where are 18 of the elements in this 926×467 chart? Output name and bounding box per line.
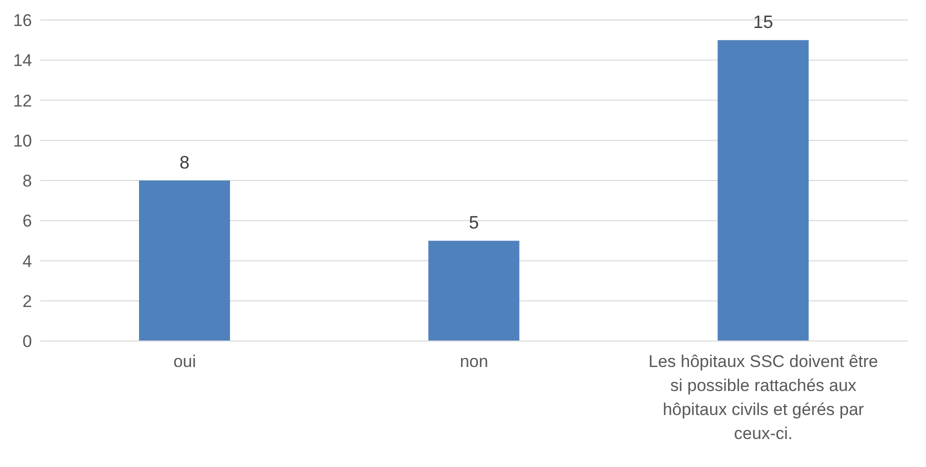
y-tick-label: 4: [22, 252, 32, 271]
bar: [428, 240, 520, 341]
x-tick-label: non: [460, 352, 488, 371]
y-tick-label: 2: [22, 292, 32, 311]
bar: [139, 180, 230, 341]
y-tick-label: 0: [22, 332, 32, 352]
x-tick-label: Les hôpitaux SSC doivent être si possible rattachés aux hôpitaux civils et gérés par ceux-ci.: [648, 352, 878, 443]
data-label: 8: [179, 152, 190, 172]
y-tick-label: 12: [13, 91, 32, 110]
y-tick-label: 6: [22, 212, 32, 231]
bar: [718, 40, 809, 341]
y-tick-label: 16: [13, 11, 32, 30]
data-label: 5: [468, 212, 479, 233]
y-tick-label: 14: [13, 51, 32, 70]
y-tick-label: 10: [13, 131, 32, 150]
x-tick-label: oui: [173, 352, 196, 371]
data-label: 15: [753, 12, 774, 32]
y-tick-label: 8: [22, 172, 32, 191]
